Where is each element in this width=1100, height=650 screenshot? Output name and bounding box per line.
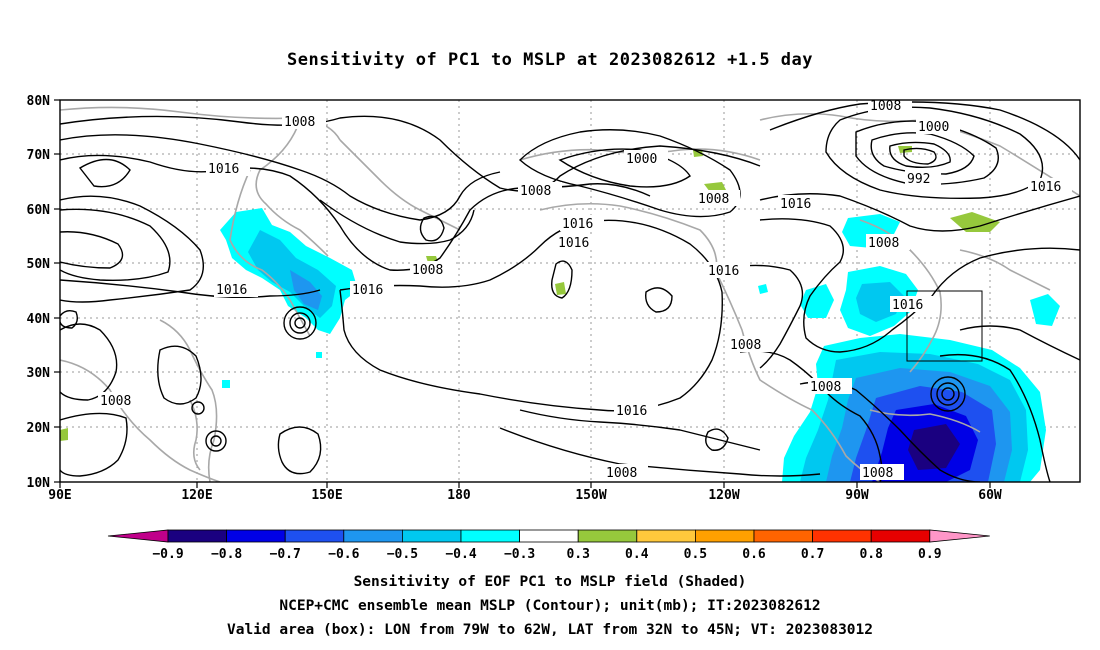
contour-label: 1016 [352,283,383,298]
contour-label: 1000 [626,152,657,167]
colorbar-label: −0.3 [504,547,535,562]
shade-green-5 [555,282,566,295]
valid-area-box [906,290,983,362]
lat-label: 50N [27,257,51,272]
lat-label: 70N [27,148,51,163]
colorbar-label: 0.3 [566,547,589,562]
colorbar-segment [812,529,872,543]
lon-label: 150E [311,488,342,503]
contour-label: 1016 [1030,180,1061,195]
colorbar-segment [226,529,286,543]
lon-label: 90E [48,488,71,503]
shade-small-dot [758,284,768,294]
contour-label: 1016 [892,298,923,313]
shade-west-pacific-core [290,270,322,310]
footer-line-2: NCEP+CMC ensemble mean MSLP (Contour); u… [279,598,821,614]
colorbar-label: −0.5 [387,547,418,562]
colorbar-label: −0.4 [445,547,476,562]
lon-label: 90W [845,488,869,503]
lon-label: 150W [575,488,606,503]
colorbar-arrow-left [107,529,169,543]
contour-label: 1008 [870,99,901,114]
colorbar-segment [695,529,755,543]
contour-label: 1016 [558,236,589,251]
footer-line-1: Sensitivity of EOF PC1 to MSLP field (Sh… [353,574,747,590]
contour-label: 992 [907,172,930,187]
contour-label: 1016 [616,404,647,419]
footer-line-3: Valid area (box): LON from 79W to 62W, L… [226,622,873,638]
colorbar-segment [753,529,813,543]
colorbar-segment [519,529,579,543]
shade-green-3 [693,150,703,157]
contour-label: 1016 [562,217,593,232]
lon-label: 60W [978,488,1002,503]
colorbar: −0.9 −0.8 −0.7 −0.6 −0.5 −0.4 −0.3 0.3 0.4 0.5 0.6… [107,529,990,562]
contour-label: 1008 [698,192,729,207]
colorbar-label: 0.7 [801,547,824,562]
colorbar-segment [284,529,345,543]
lon-label: 180 [447,488,471,503]
contour-label: 1016 [208,162,239,177]
lat-label: 80N [27,94,51,109]
shade-caribbean-core [908,424,960,470]
contour-label: 1008 [606,466,637,481]
tick-marks [54,99,991,488]
gridlines [60,100,1080,482]
lat-label: 30N [27,366,51,381]
lat-label: 10N [27,476,51,491]
colorbar-label: −0.6 [328,547,359,562]
colorbar-segment [343,529,403,543]
contour-label: 1008 [868,236,899,251]
lon-labels: 90E 120E 150E 180 150W 120W 90W 60W [48,488,1002,503]
mslp-contours [60,101,1080,482]
colorbar-segment [167,529,227,543]
colorbar-label: −0.9 [152,547,183,562]
shade-green-7 [60,428,68,441]
contour-labels: 1008 1016 1016 1016 1008 1000 1008 1008 … [98,97,1072,481]
colorbar-segment [870,529,931,543]
colorbar-segment [460,529,520,543]
colorbar-segment [577,529,638,543]
lon-label: 120E [181,488,212,503]
lat-label: 60N [27,203,51,218]
contour-label: 1008 [810,380,841,395]
shade-green-2 [704,182,726,192]
colorbar-label: 0.5 [684,547,707,562]
lon-label: 120W [708,488,739,503]
lat-labels: 80N 70N 60N 50N 40N 30N 20N 10N [27,94,51,491]
lat-label: 20N [27,421,51,436]
shade-green-1 [950,212,1000,232]
contour-label: 1008 [284,115,315,130]
colorbar-label: 0.4 [625,547,649,562]
colorbar-label: 0.9 [918,547,941,562]
colorbar-segment [636,529,696,543]
contour-label: 1016 [780,197,811,212]
colorbar-label: −0.7 [270,547,301,562]
contour-label: 1008 [520,184,551,199]
colorbar-label: −0.8 [211,547,242,562]
shade-us-patch [800,284,834,318]
colorbar-arrow-right [929,529,990,543]
shade-cyan-dot1 [222,380,230,388]
contour-label: 1008 [100,394,131,409]
contour-label: 1016 [708,264,739,279]
shade-right-patch [1030,294,1060,326]
lat-label: 40N [27,312,51,327]
map-title: Sensitivity of PC1 to MSLP at 2023082612… [286,50,813,70]
colorbar-segment [401,529,462,543]
shade-cyan-dot2 [316,352,322,358]
colorbar-label: 0.6 [742,547,766,562]
contour-label: 1008 [412,263,443,278]
contour-label: 1016 [216,283,247,298]
contour-label: 1008 [862,466,893,481]
contour-label: 1000 [918,120,949,135]
contour-label: 1008 [730,338,761,353]
plot-frame [59,99,1081,483]
colorbar-label: 0.8 [859,547,883,562]
